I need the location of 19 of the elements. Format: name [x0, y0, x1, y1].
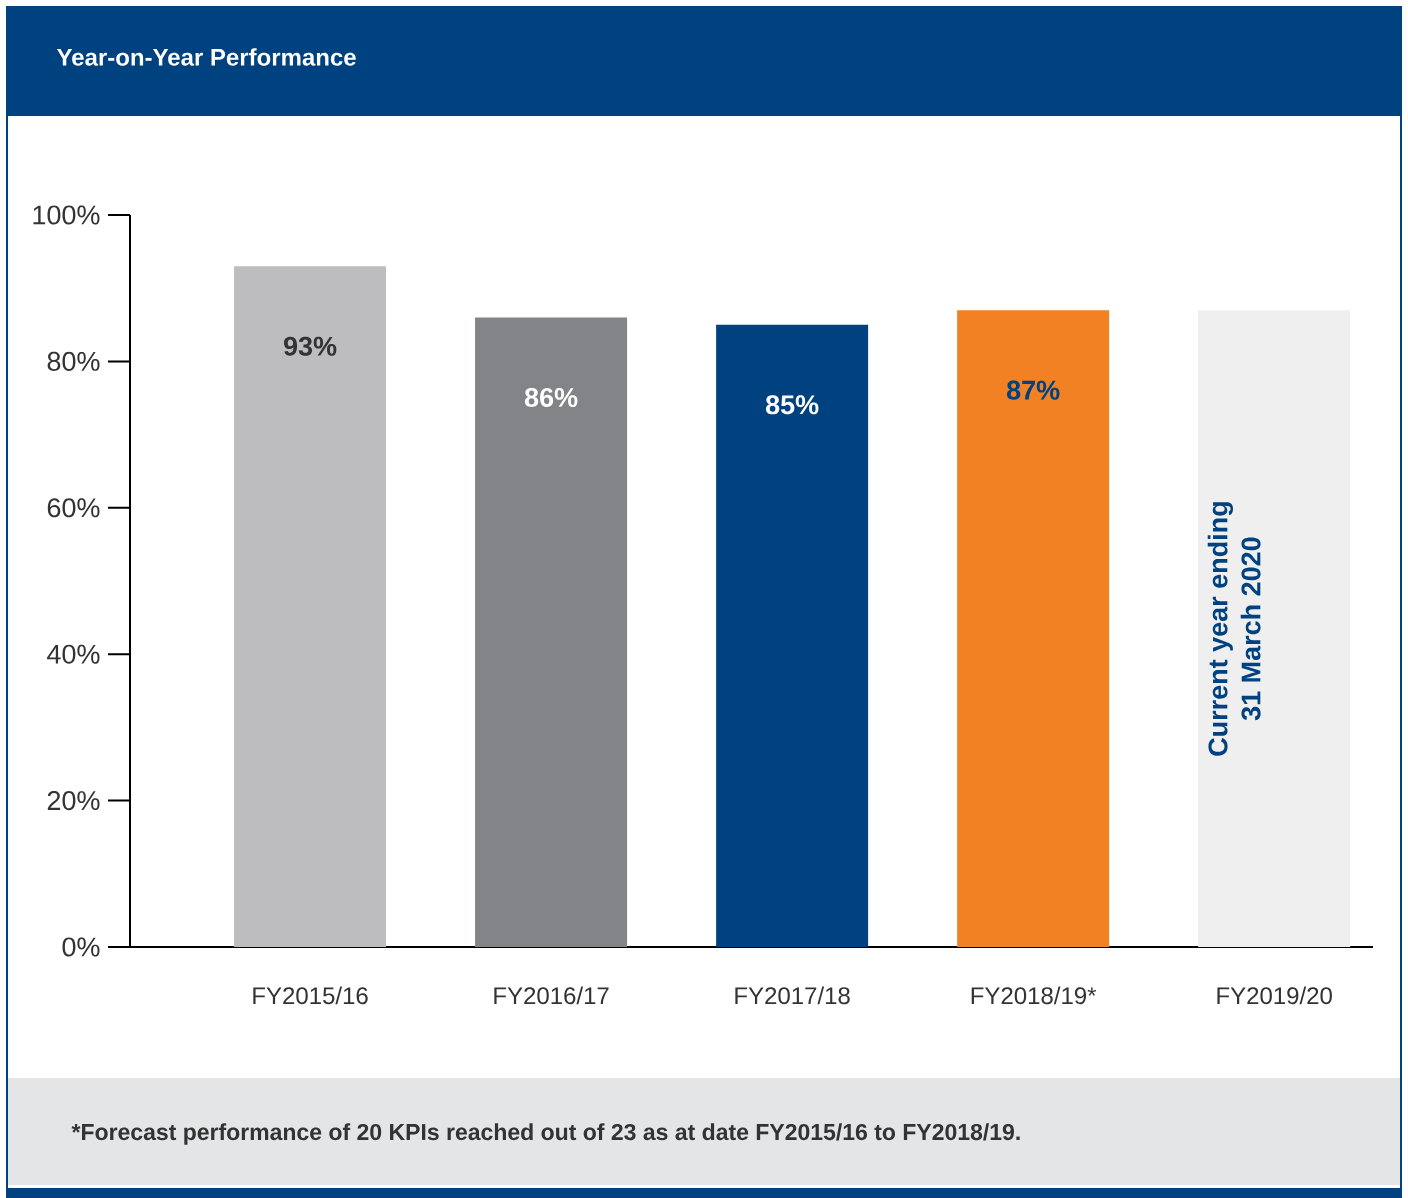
annotation: Current year ending: [1207, 502, 1234, 756]
y-tick-label: 40%: [47, 644, 100, 664]
y-tick-label: 80%: [47, 351, 100, 371]
data-label: 87%: [1006, 380, 1060, 400]
y-tick-label: 20%: [47, 791, 100, 811]
chart-title: Year-on-Year Performance: [56, 48, 356, 66]
text: *Forecast performance of 20 KPIs reached out of 23 as at date FY2015/16 to FY2018/19.: [71, 1123, 1020, 1145]
y-tick-label: 100%: [33, 205, 100, 225]
annotation: 31 March 2020: [1240, 537, 1261, 721]
y-tick-label: 0%: [62, 937, 100, 957]
data-label: 86%: [524, 387, 578, 408]
x-tick-label: FY2018/19*: [971, 986, 1097, 1005]
data-label: 93%: [283, 336, 337, 356]
x-tick-label: FY2016/17: [494, 986, 609, 1005]
x-tick-label: FY2019/20: [1217, 986, 1332, 1005]
x-tick-label: FY2015/16: [253, 986, 368, 1005]
x-tick-label: FY2017/18: [735, 986, 850, 1005]
data-label: 85%: [765, 395, 819, 415]
y-tick-label: 60%: [47, 498, 100, 518]
